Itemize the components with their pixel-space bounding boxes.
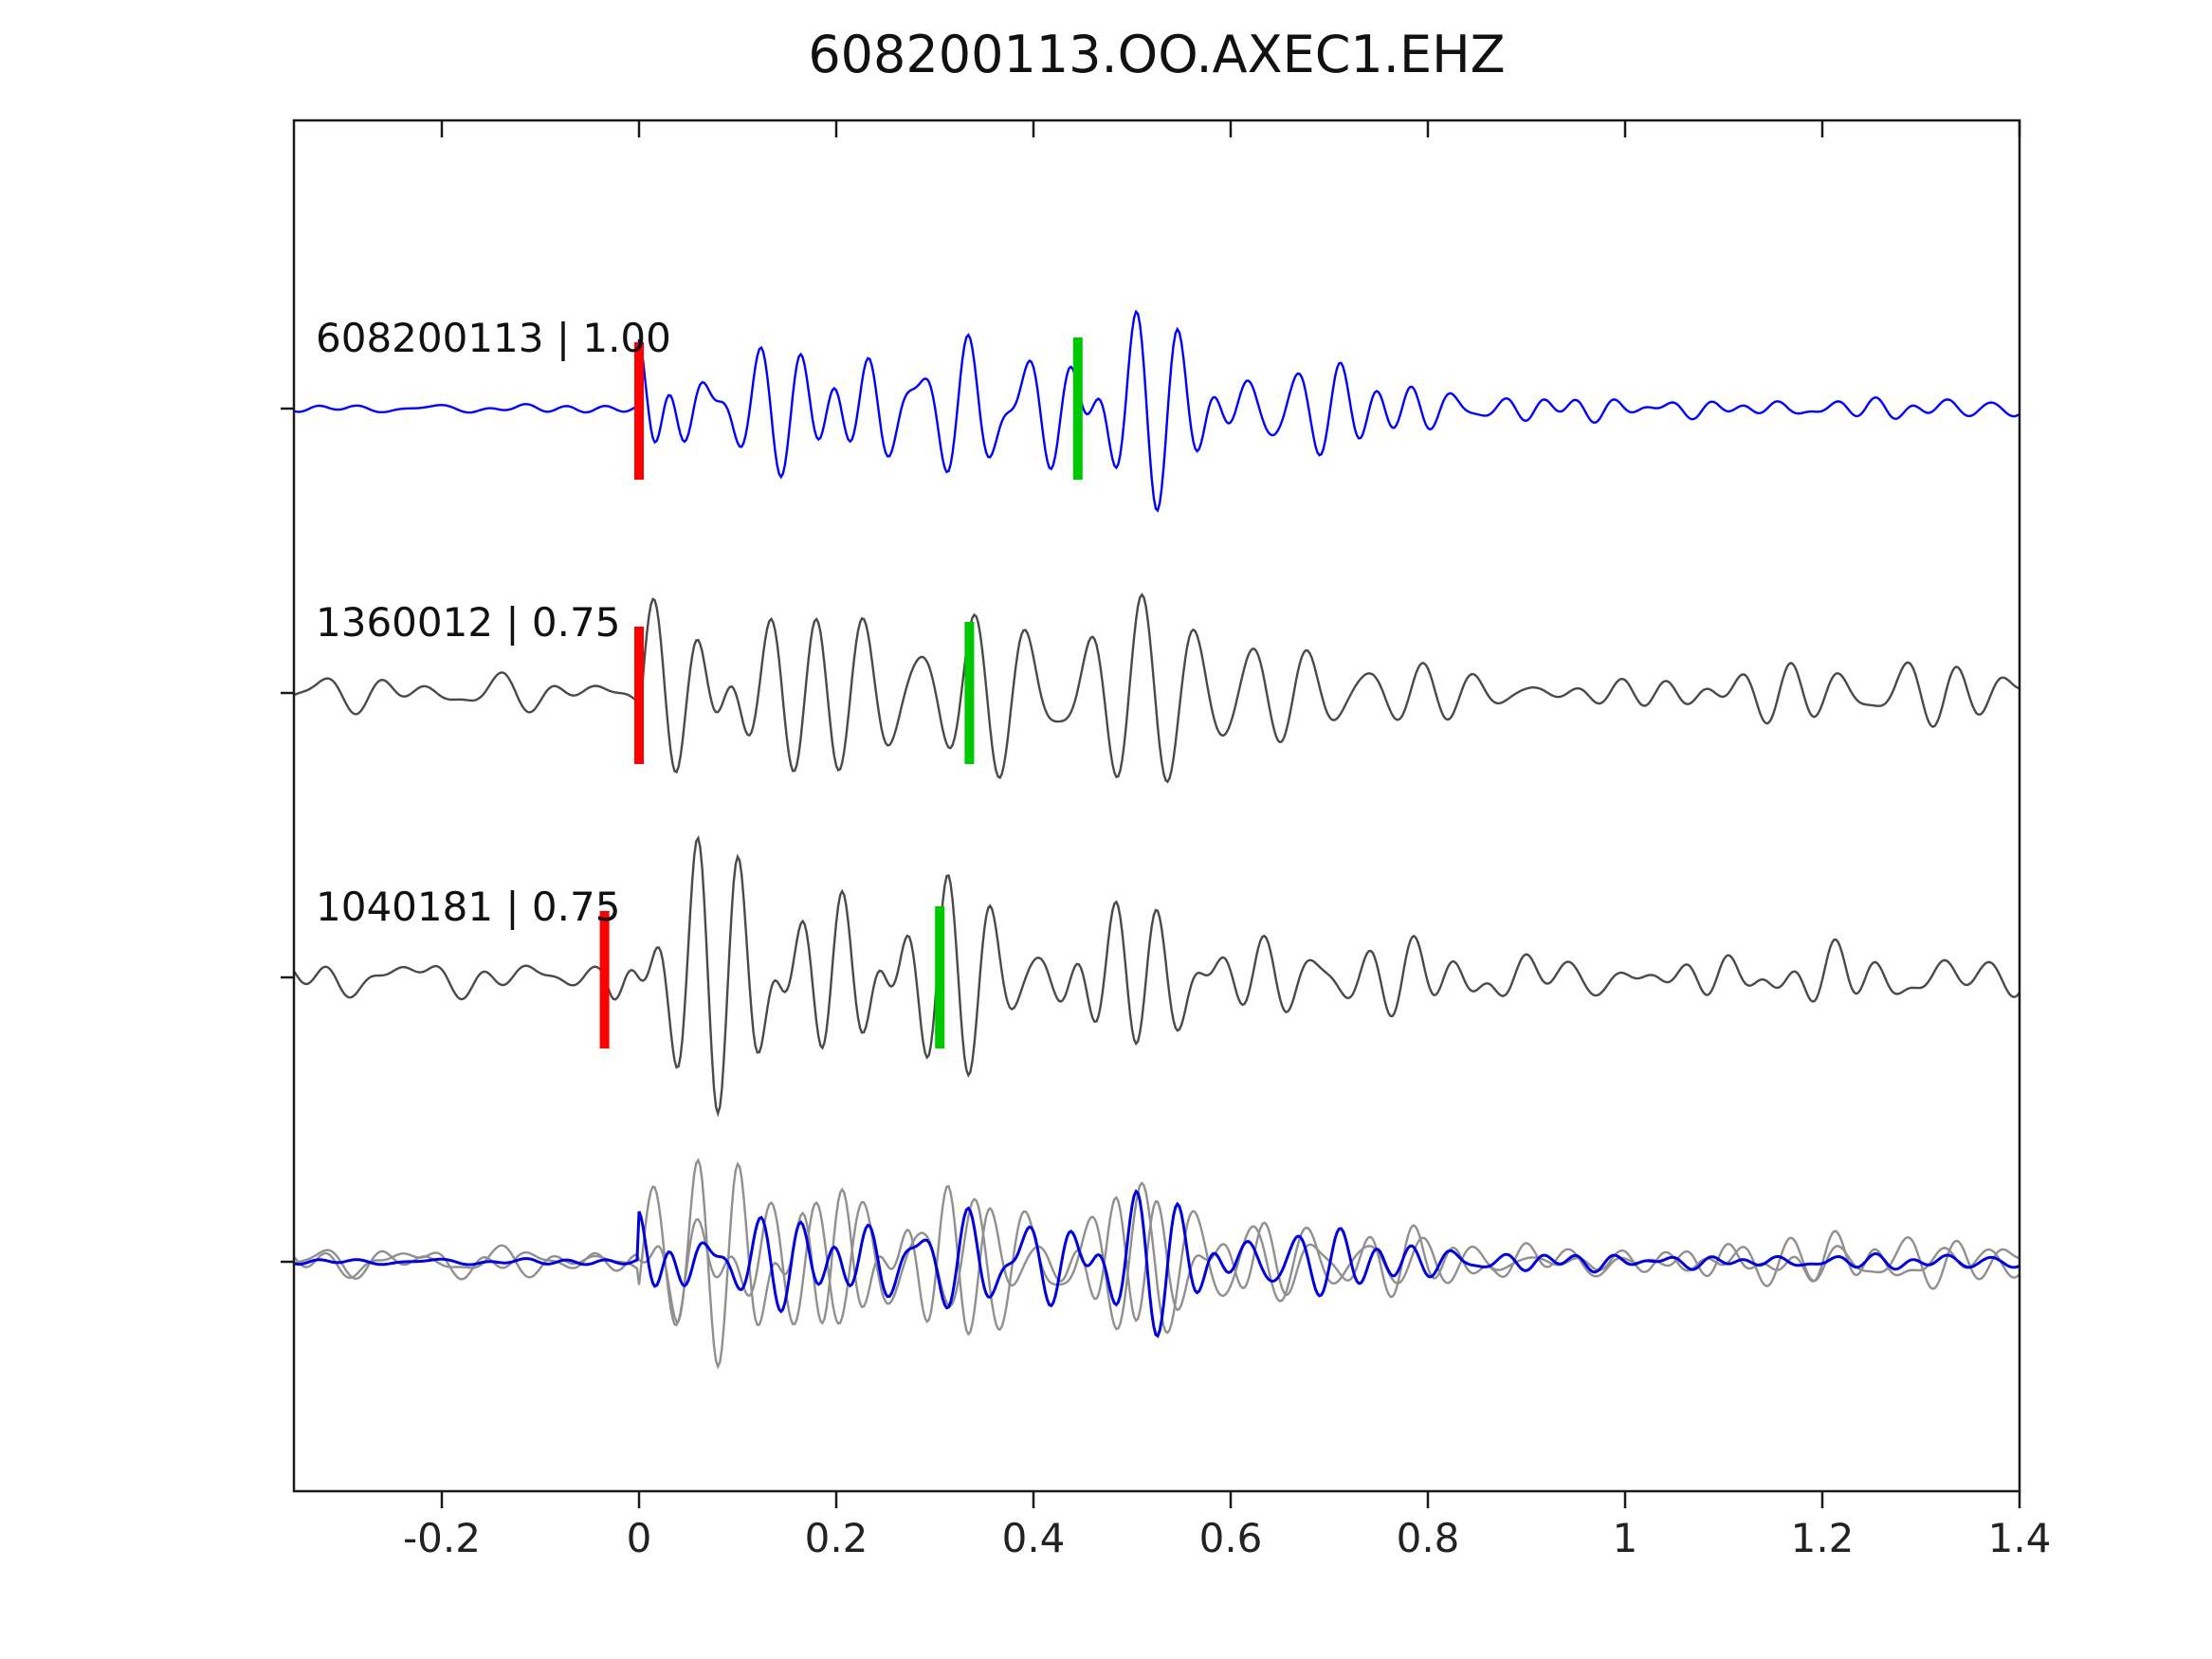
x-tick-label: 0.6	[1199, 1515, 1263, 1561]
trace-3-label: 1040181 | 0.75	[316, 884, 620, 930]
x-tick-label: 0.4	[1002, 1515, 1066, 1561]
axes-frame	[292, 118, 2021, 1493]
trace-1-label: 608200113 | 1.00	[316, 315, 671, 361]
x-axis-ticks: -0.2 0 0.2 0.4 0.6 0.8 1 1.2 1.4	[403, 120, 2051, 1561]
red-pick-marker	[634, 627, 644, 764]
x-tick-label: 0	[627, 1515, 652, 1561]
chart-title: 608200113.OO.AXEC1.EHZ	[808, 25, 1505, 84]
x-tick-label: 1.2	[1791, 1515, 1855, 1561]
green-pick-marker	[1072, 337, 1083, 480]
red-pick-marker	[634, 342, 644, 480]
x-tick-label: 1.4	[1988, 1515, 2052, 1561]
trace-3-waveform	[294, 835, 2020, 1118]
trace-2-label: 1360012 | 0.75	[316, 599, 620, 646]
x-tick-label: 1	[1613, 1515, 1638, 1561]
green-pick-marker	[935, 906, 945, 1048]
green-pick-marker	[964, 622, 975, 764]
waveform-traces	[294, 309, 2020, 1370]
overlay-gray-waveform	[294, 1181, 2020, 1335]
x-tick-label: -0.2	[403, 1515, 481, 1561]
overlay-blue-waveform	[294, 1189, 2020, 1339]
trace-1-waveform	[294, 309, 2020, 513]
pick-markers	[599, 337, 1083, 1048]
trace-2-waveform	[294, 592, 2020, 784]
x-tick-label: 0.8	[1397, 1515, 1460, 1561]
y-axis-row-ticks	[281, 407, 294, 1264]
red-pick-marker	[599, 911, 610, 1048]
x-tick-label: 0.2	[805, 1515, 868, 1561]
